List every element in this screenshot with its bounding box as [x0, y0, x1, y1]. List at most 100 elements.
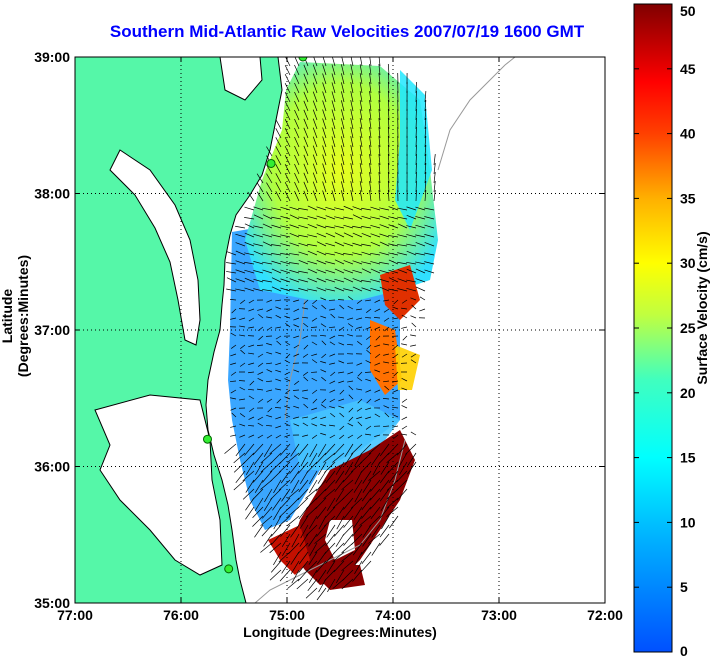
velocity-vector — [257, 378, 264, 382]
velocity-vector — [284, 82, 291, 94]
velocity-vector — [378, 82, 381, 94]
velocity-vector — [353, 479, 363, 493]
velocity-vector — [387, 109, 390, 121]
velocity-vector — [356, 407, 363, 412]
velocity-vector — [378, 91, 381, 103]
velocity-vector — [256, 182, 264, 193]
velocity-vector — [235, 225, 246, 229]
velocity-vector — [354, 470, 363, 485]
velocity-vector — [270, 524, 282, 537]
velocity-vector — [361, 287, 372, 292]
velocity-vector — [266, 398, 273, 403]
velocity-vector — [350, 443, 363, 455]
velocity-vector — [307, 288, 318, 292]
velocity-vector — [347, 317, 354, 320]
velocity-vector — [302, 307, 309, 310]
velocity-vector — [289, 253, 300, 256]
velocity-vector — [274, 407, 282, 409]
velocity-vector — [341, 82, 345, 94]
velocity-vector — [284, 91, 291, 103]
velocity-vector — [329, 424, 336, 427]
velocity-vector — [365, 416, 372, 420]
velocity-vector — [260, 452, 273, 464]
velocity-vector — [300, 524, 309, 539]
velocity-vector — [271, 224, 282, 229]
velocity-vector — [330, 371, 336, 377]
velocity-vector — [347, 334, 354, 337]
velocity-vector — [298, 259, 309, 265]
velocity-vector — [343, 506, 354, 519]
velocity-vector — [398, 461, 408, 476]
colorbar-ticks: 0 5 10 15 20 25 30 35 40 45 50 — [634, 3, 696, 659]
velocity-vector — [266, 389, 273, 392]
velocity-vector — [331, 82, 336, 94]
velocity-vector — [360, 443, 372, 455]
velocity-vector — [314, 533, 327, 544]
velocity-vector — [282, 542, 291, 557]
velocity-vector — [360, 461, 372, 474]
velocity-vector — [332, 452, 345, 463]
velocity-vector — [322, 190, 327, 202]
x-tick-label: 77:00 — [57, 607, 93, 623]
velocity-vector — [368, 443, 381, 455]
velocity-vector — [415, 261, 426, 265]
velocity-vector — [392, 414, 399, 418]
velocity-vector — [406, 261, 417, 265]
velocity-vector — [401, 387, 408, 391]
velocity-vector — [230, 434, 237, 437]
velocity-vector — [289, 269, 300, 274]
velocity-vector — [369, 64, 372, 76]
velocity-vector — [266, 434, 273, 439]
velocity-vector — [424, 145, 427, 157]
velocity-vector — [325, 278, 336, 283]
velocity-vector — [387, 163, 390, 175]
velocity-vector — [335, 506, 345, 520]
velocity-vector — [383, 405, 390, 409]
velocity-vector — [294, 82, 300, 94]
velocity-vector — [275, 128, 282, 139]
velocity-vector — [280, 243, 291, 247]
velocity-vector — [352, 269, 363, 274]
velocity-vector — [374, 413, 381, 418]
velocity-vector — [322, 73, 327, 85]
radar-sites — [203, 57, 308, 574]
velocity-vector — [369, 154, 372, 166]
velocity-vector — [266, 299, 273, 303]
velocity-vector — [344, 443, 354, 457]
velocity-vector — [302, 389, 309, 392]
velocity-vector — [311, 317, 318, 322]
velocity-vector — [336, 515, 345, 530]
velocity-vector — [343, 242, 354, 247]
velocity-vector — [341, 64, 345, 76]
velocity-vector — [339, 389, 345, 395]
velocity-vector — [303, 172, 309, 184]
velocity-vector — [293, 299, 300, 302]
velocity-vector — [325, 215, 336, 220]
velocity-vector — [415, 224, 426, 229]
velocity-vector — [387, 73, 390, 85]
velocity-vector — [406, 287, 417, 292]
velocity-vector — [369, 181, 372, 193]
velocity-vector — [299, 470, 309, 485]
velocity-vector — [302, 316, 309, 319]
velocity-vector — [331, 145, 336, 157]
velocity-vector — [262, 252, 273, 256]
velocity-vector — [380, 497, 390, 511]
velocity-vector — [387, 127, 390, 139]
velocity-vector — [388, 269, 399, 274]
velocity-vector — [369, 127, 372, 139]
velocity-vector — [325, 269, 336, 274]
velocity-vector — [401, 433, 408, 436]
velocity-vector — [370, 506, 381, 520]
velocity-vector — [370, 252, 381, 256]
velocity-vector — [393, 434, 399, 440]
velocity-vector — [393, 371, 399, 377]
velocity-vector — [302, 422, 309, 427]
velocity-vector — [239, 334, 246, 337]
velocity-vector — [343, 515, 354, 528]
velocity-vector — [322, 181, 327, 193]
velocity-vector — [365, 407, 372, 410]
velocity-vector — [263, 497, 273, 511]
velocity-vector — [402, 335, 408, 341]
velocity-vector — [331, 172, 336, 184]
